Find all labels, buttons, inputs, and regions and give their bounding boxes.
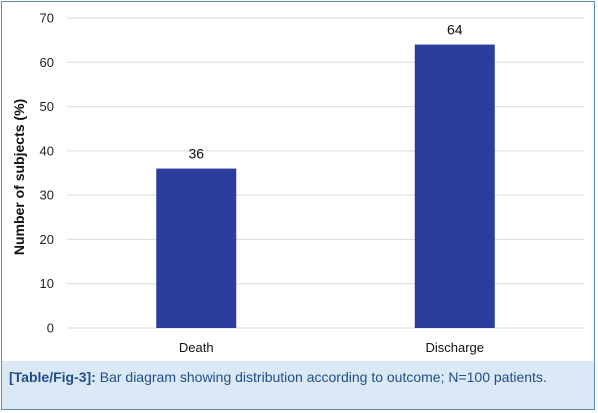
bar-chart: 0 10 20 30 40 50 60 70 36 Death 64 Discharge Number… [11,11,584,356]
x-tick-label: Discharge [425,340,484,355]
y-tick-label: 50 [40,99,54,114]
caption-text: Bar diagram showing distribution accordi… [95,369,547,385]
caption-figure-id: [Table/Fig-3]: [9,369,96,385]
x-tick-label: Death [179,340,214,355]
y-tick-label: 70 [40,11,54,26]
y-tick-label: 0 [47,321,54,336]
gridlines [67,17,584,329]
y-axis-title: Number of subjects (%) [11,99,27,255]
y-tick-label: 20 [40,232,54,247]
y-tick-label: 40 [40,143,54,158]
bars [156,44,495,328]
y-tick-label: 10 [40,276,54,291]
figure-caption: [Table/Fig-3]: Bar diagram showing distr… [2,361,594,409]
y-tick-label: 30 [40,188,54,203]
chart-area: 0 10 20 30 40 50 60 70 36 Death 64 Discharge Number… [2,2,594,360]
data-label: 36 [188,146,204,162]
bar [156,168,237,328]
y-tick-label: 60 [40,55,54,70]
bar [414,44,495,328]
data-label: 64 [447,22,463,38]
labels: 0 10 20 30 40 50 60 70 36 Death 64 Discharge [40,11,484,356]
